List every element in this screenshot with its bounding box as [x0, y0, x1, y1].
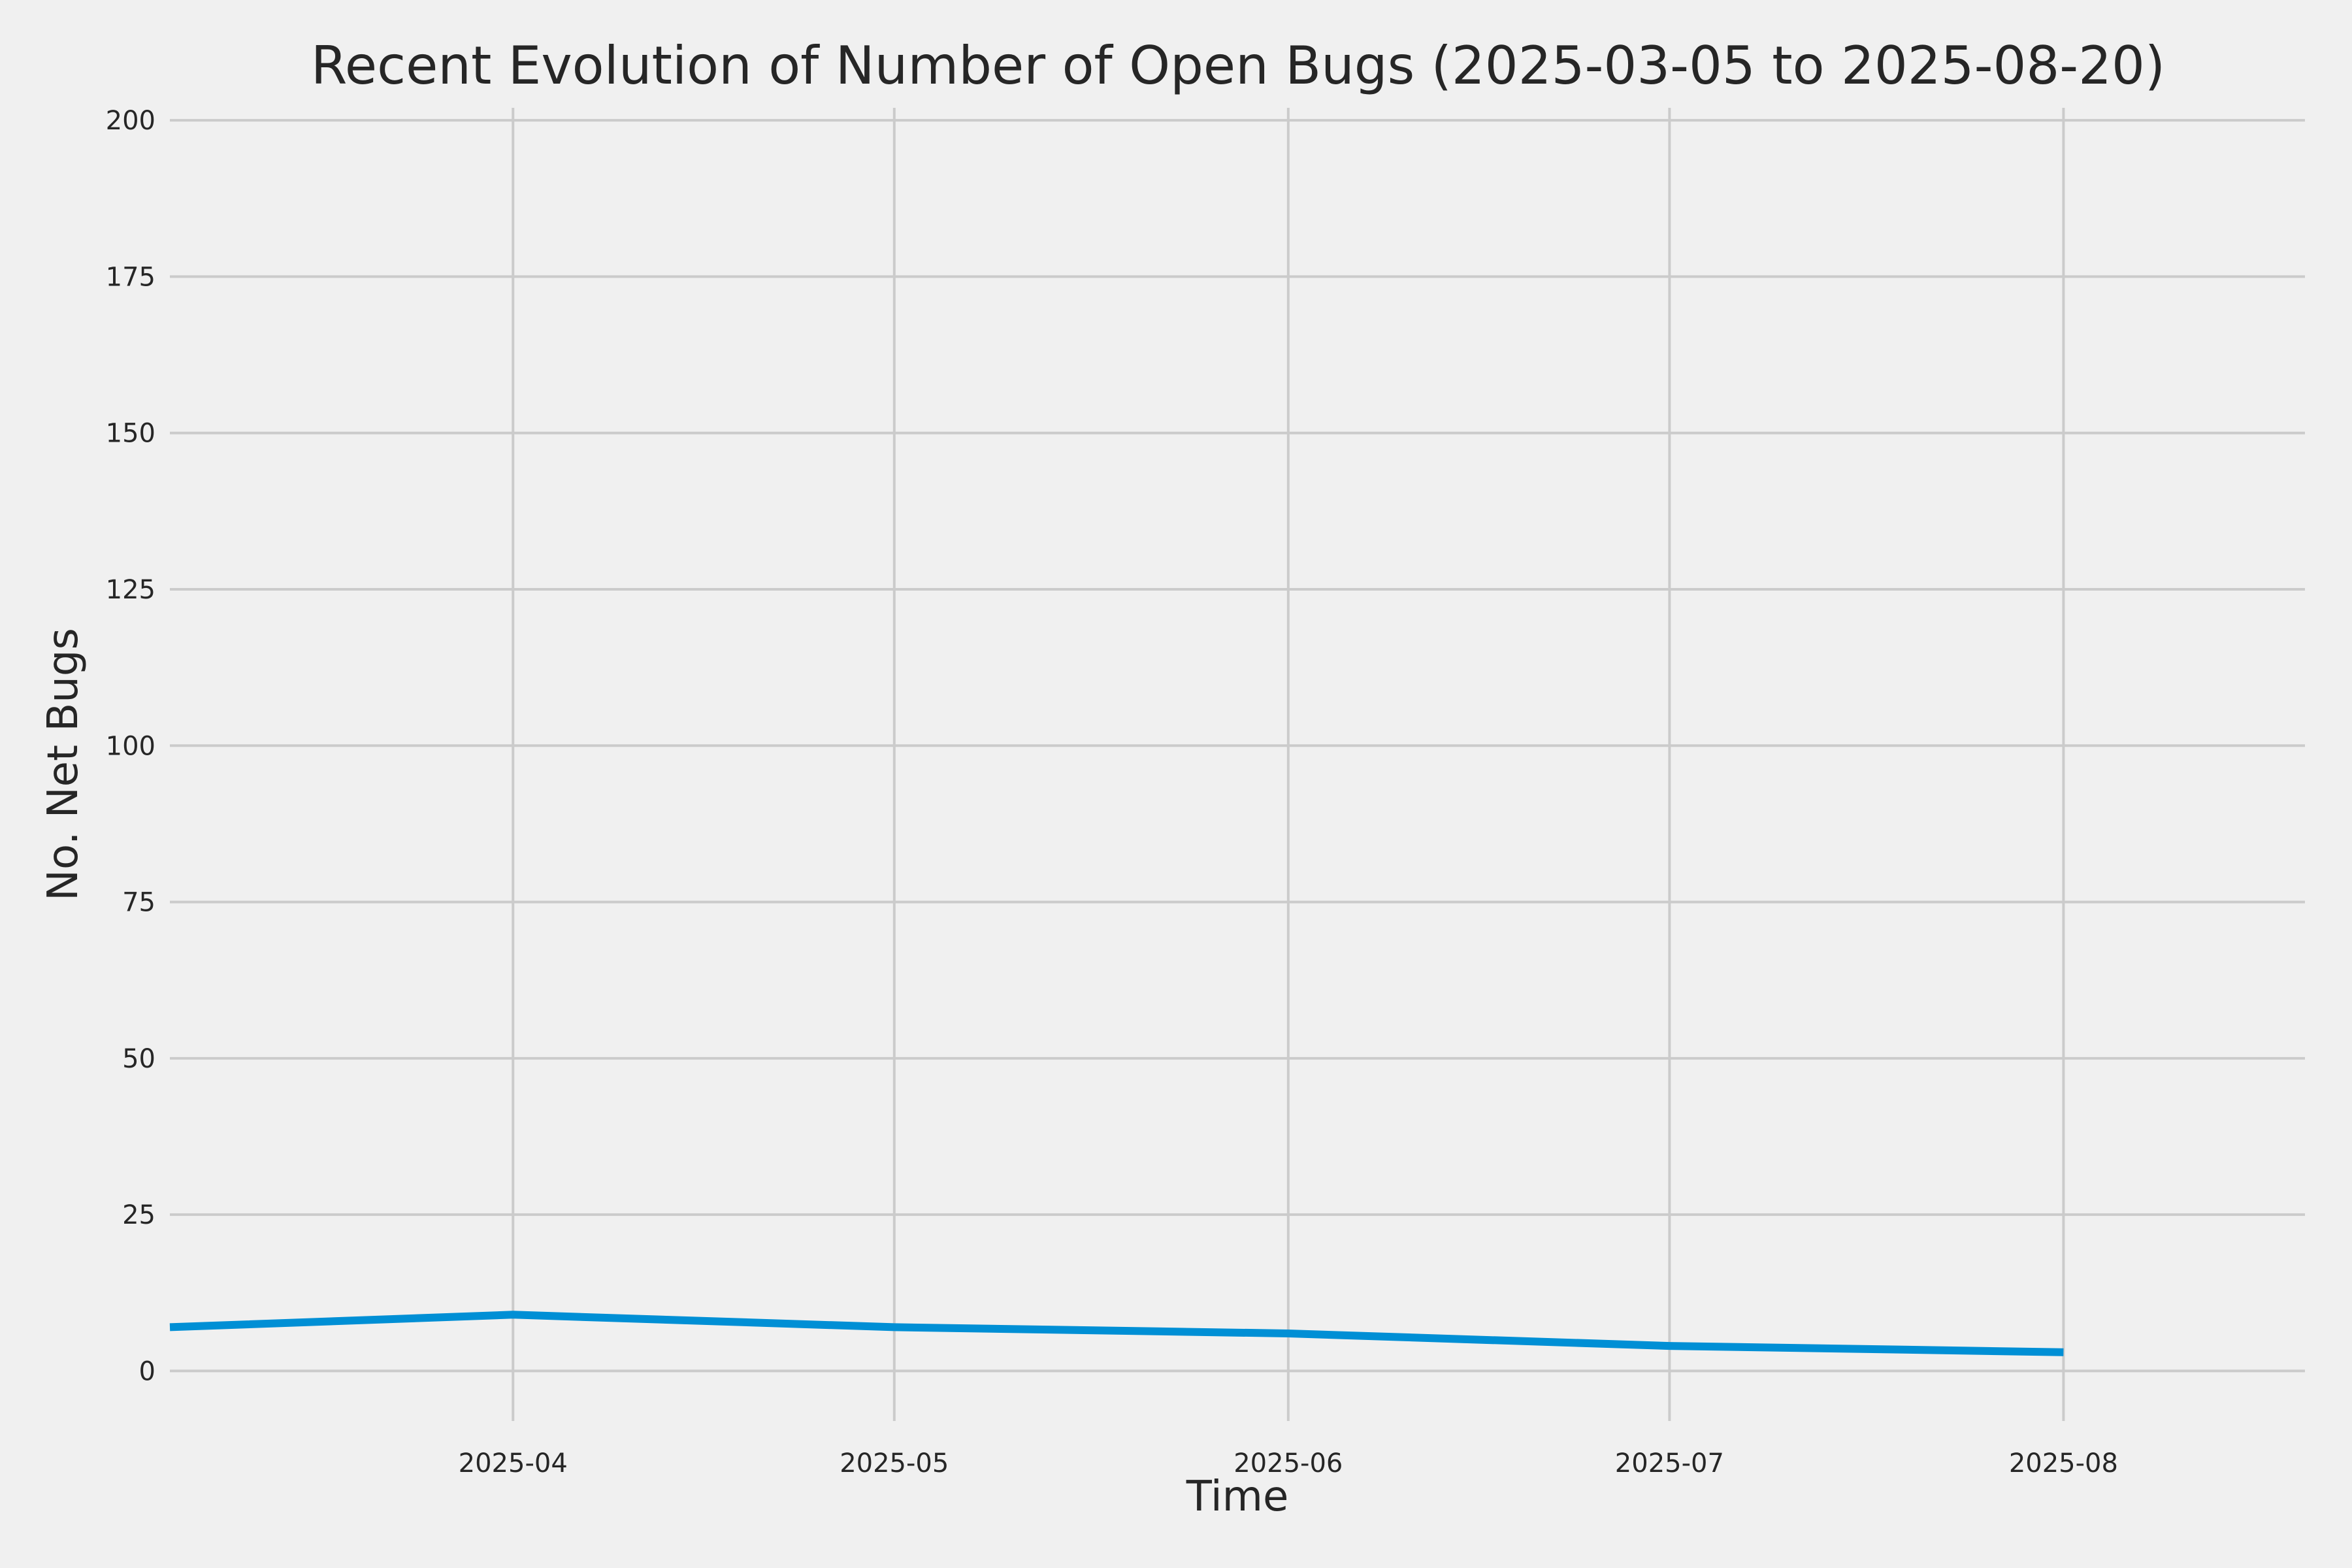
x-gridlines	[512, 108, 2065, 1421]
x-tick-label: 2025-06	[1233, 1448, 1343, 1478]
y-axis-label: No. Net Bugs	[39, 628, 88, 901]
y-gridlines	[170, 119, 2305, 1373]
y-tick-label: 175	[106, 262, 155, 292]
x-tick-labels: 2025-04 2025-05 2025-06 2025-07 2025-08	[459, 1448, 2118, 1478]
chart-title: Recent Evolution of Number of Open Bugs …	[311, 35, 2165, 96]
y-tick-labels: 0 25 50 75 100 125 150 175 200	[106, 106, 155, 1386]
x-tick-label: 2025-04	[459, 1448, 568, 1478]
x-tick-label: 2025-08	[2009, 1448, 2118, 1478]
y-tick-label: 125	[106, 575, 155, 605]
x-tick-label: 2025-07	[1615, 1448, 1724, 1478]
x-tick-label: 2025-05	[840, 1448, 949, 1478]
series-lines	[169, 1311, 2064, 1356]
x-axis-label: Time	[1186, 1473, 1289, 1521]
y-tick-label: 25	[122, 1200, 155, 1230]
plot-area	[170, 108, 2305, 1421]
y-tick-label: 75	[122, 888, 155, 918]
y-tick-label: 0	[139, 1356, 155, 1386]
series-line	[169, 1311, 2064, 1356]
y-tick-label: 150	[106, 419, 155, 449]
y-tick-label: 100	[106, 731, 155, 761]
y-tick-label: 50	[122, 1044, 155, 1074]
y-tick-label: 200	[106, 106, 155, 136]
